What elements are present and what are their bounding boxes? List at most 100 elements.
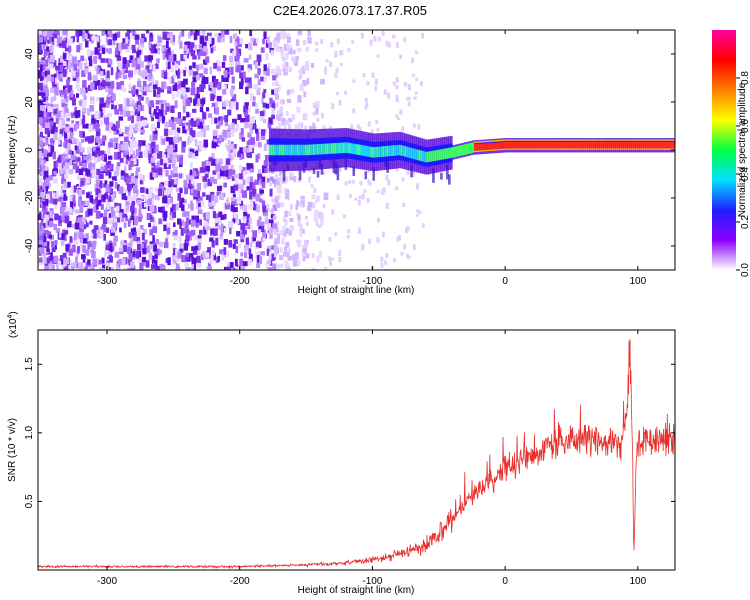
- noise-cell: [173, 173, 179, 178]
- noise-cell: [45, 78, 49, 85]
- noise-cell: [131, 137, 136, 143]
- noise-cell: [215, 165, 219, 173]
- noise-cell: [248, 77, 252, 83]
- noise-cell: [67, 143, 71, 151]
- noise-cell: [72, 244, 76, 253]
- signal-core-cell: [505, 148, 509, 150]
- noise-cell: [238, 164, 243, 171]
- signal-core-cell: [625, 139, 628, 141]
- noise-cell: [115, 121, 120, 129]
- noise-cell: [207, 178, 213, 187]
- noise-cell: [396, 236, 400, 242]
- noise-cell: [42, 79, 46, 88]
- noise-cell: [280, 30, 286, 36]
- noise-cell: [297, 214, 301, 221]
- noise-cell: [401, 177, 405, 182]
- noise-cell: [135, 250, 140, 259]
- signal-core-cell: [479, 141, 483, 143]
- noise-cell: [192, 62, 196, 69]
- noise-cell: [111, 93, 116, 101]
- noise-cell: [145, 97, 150, 104]
- noise-cell: [227, 221, 233, 228]
- noise-cell: [59, 189, 63, 196]
- noise-cell: [42, 31, 47, 36]
- signal-core-cell: [473, 150, 477, 153]
- signal-core-cell: [615, 139, 618, 141]
- noise-cell: [243, 261, 248, 267]
- noise-cell: [139, 262, 144, 270]
- noise-cell: [208, 157, 214, 162]
- signal-core-cell: [577, 139, 581, 141]
- noise-cell: [220, 223, 224, 230]
- noise-cell: [81, 166, 86, 172]
- spectrogram-y-tick-label: -20: [24, 190, 35, 205]
- noise-cell: [295, 39, 300, 46]
- noise-cell: [156, 92, 161, 98]
- noise-cell: [114, 105, 117, 112]
- noise-cell: [114, 251, 120, 258]
- noise-cell: [74, 106, 78, 114]
- noise-cell: [120, 80, 125, 88]
- noise-cell: [127, 175, 132, 183]
- noise-cell: [41, 65, 46, 70]
- noise-cell: [184, 44, 188, 51]
- noise-cell: [255, 38, 259, 44]
- signal-core-cell: [272, 144, 276, 156]
- noise-cell: [272, 204, 278, 211]
- signal-core-cell: [605, 148, 608, 150]
- noise-cell: [182, 122, 185, 129]
- signal-core-cell: [599, 141, 602, 149]
- noise-cell: [45, 198, 49, 207]
- noise-cell: [75, 219, 80, 226]
- noise-cell: [224, 143, 228, 149]
- noise-cell: [118, 203, 122, 210]
- noise-cell: [63, 230, 69, 235]
- signal-core-cell: [567, 139, 571, 141]
- noise-cell: [145, 65, 150, 73]
- noise-cell: [93, 206, 97, 213]
- signal-core-cell: [563, 139, 567, 141]
- signal-core-cell: [659, 148, 662, 150]
- noise-cell: [74, 145, 78, 151]
- noise-cell: [55, 228, 61, 233]
- noise-cell: [116, 58, 120, 64]
- noise-cell: [86, 192, 90, 199]
- noise-cell: [210, 93, 215, 102]
- noise-cell: [218, 158, 224, 165]
- noise-cell: [249, 225, 253, 233]
- noise-cell: [299, 229, 303, 237]
- noise-cell: [297, 221, 301, 227]
- noise-cell: [402, 202, 406, 208]
- noise-cell: [197, 235, 202, 242]
- noise-cell: [189, 175, 194, 180]
- noise-cell: [227, 124, 231, 131]
- noise-cell: [192, 189, 198, 198]
- noise-cell: [365, 102, 369, 107]
- noise-cell: [174, 136, 179, 143]
- noise-cell: [128, 156, 131, 162]
- noise-cell: [254, 61, 259, 70]
- noise-cell: [232, 144, 237, 149]
- noise-cell: [224, 115, 229, 123]
- noise-cell: [149, 135, 154, 142]
- noise-cell: [111, 176, 117, 182]
- noise-cell: [260, 129, 266, 136]
- noise-cell: [296, 212, 300, 217]
- noise-cell: [102, 80, 106, 85]
- noise-cell: [256, 219, 261, 227]
- noise-cell: [289, 173, 294, 181]
- noise-cell: [98, 193, 101, 199]
- signal-core-cell: [533, 148, 537, 150]
- noise-cell: [88, 240, 92, 248]
- noise-cell: [88, 267, 93, 270]
- signal-band-cell: [440, 172, 443, 180]
- noise-cell: [38, 152, 42, 159]
- noise-cell: [165, 238, 168, 244]
- noise-cell: [153, 89, 156, 97]
- noise-cell: [228, 168, 233, 176]
- noise-cell: [77, 217, 82, 223]
- noise-cell: [139, 105, 145, 112]
- noise-cell: [252, 96, 256, 101]
- noise-cell: [377, 36, 381, 42]
